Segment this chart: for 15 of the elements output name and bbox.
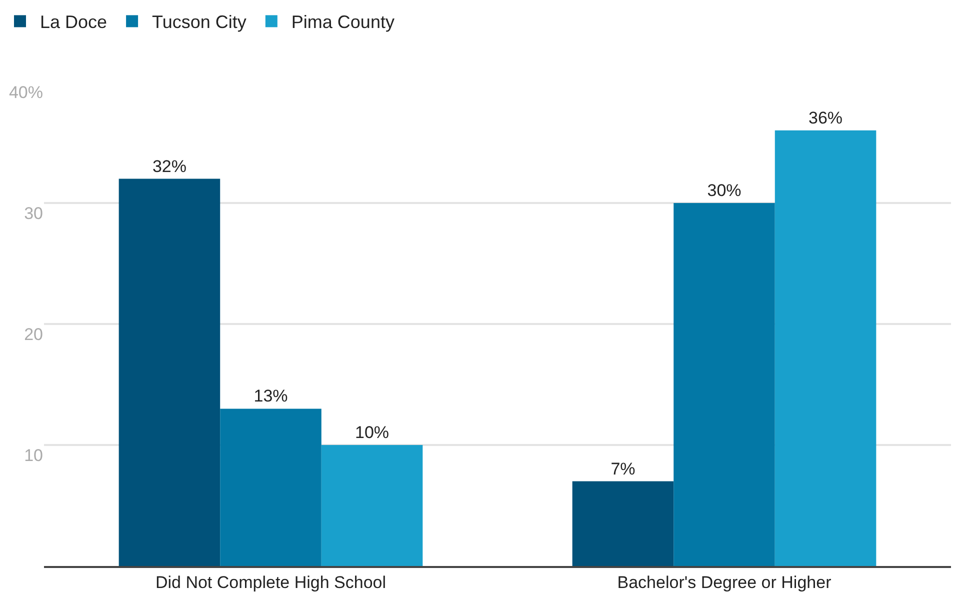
y-tick-label: 10 [24,446,43,465]
y-tick-label: 30 [24,204,43,223]
data-label: 7% [610,459,636,478]
data-label: 30% [707,181,742,200]
legend-label: Pima County [291,12,394,32]
data-label: 32% [152,156,186,176]
x-tick-label: Did Not Complete High School [155,573,386,592]
y-tick-label: 40% [8,82,43,102]
data-label: 36% [808,108,843,128]
data-label: 13% [254,386,288,406]
data-label: 10% [355,423,390,442]
legend-label: La Doce [40,12,108,32]
y-tick-label: 20 [24,324,43,344]
legend-label: Tucson City [152,12,246,32]
x-tick-label: Bachelor's Degree or Higher [617,573,832,592]
